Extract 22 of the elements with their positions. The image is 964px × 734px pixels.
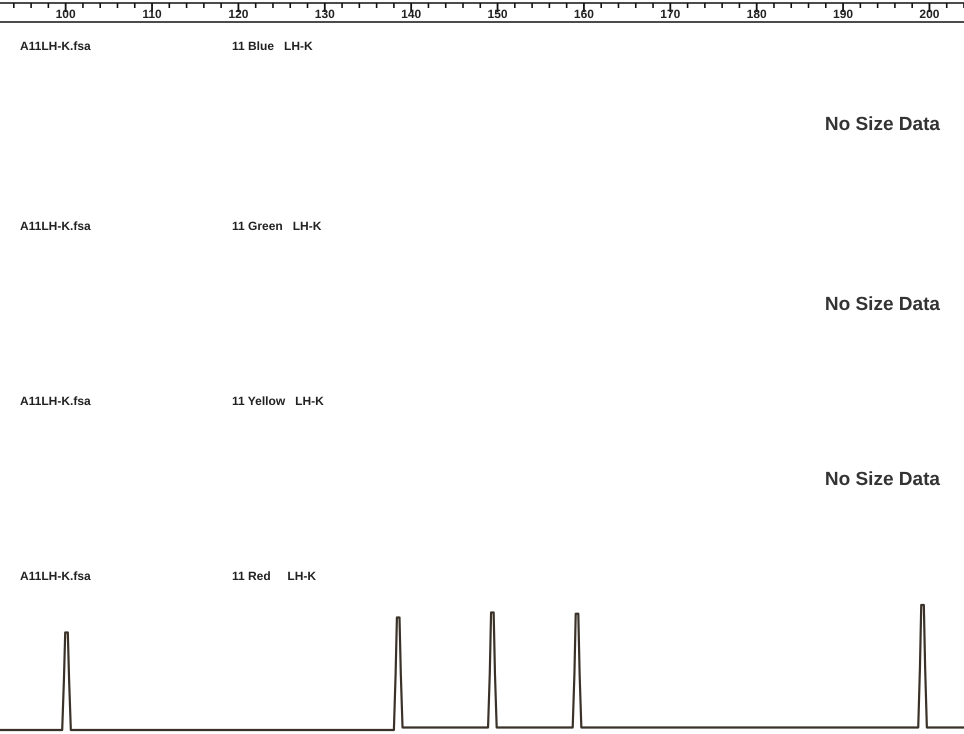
x-tick-label: 110: [142, 7, 162, 21]
text: A11LH-K.fsa: [20, 219, 92, 233]
x-tick-label: 170: [660, 7, 681, 21]
x-tick-label: 120: [228, 7, 249, 21]
text: No Size Data: [824, 114, 940, 135]
text: 11 Blue LH-K: [232, 39, 314, 53]
chart-title: A11LH-K.fsa: [20, 569, 92, 583]
text: A11LH-K.fsa: [20, 39, 92, 53]
text: 11 Green LH-K: [232, 219, 322, 233]
text: 11 Yellow LH-K: [232, 394, 324, 408]
x-tick-label: 100: [56, 7, 76, 21]
text: A11LH-K.fsa: [20, 394, 92, 408]
x-tick-label: 130: [314, 7, 336, 21]
x-tick-label: 190: [833, 7, 854, 21]
text: No Size Data: [824, 294, 940, 315]
x-tick-label: 200: [919, 7, 940, 21]
x-tick-label: 140: [401, 7, 422, 21]
x-tick-label: 160: [574, 7, 594, 21]
text: No Size Data: [824, 469, 940, 490]
x-tick-label: 150: [488, 7, 508, 21]
x-tick-label: 180: [746, 7, 768, 21]
chart-subtitle: 11 Red LH-K: [232, 569, 316, 583]
